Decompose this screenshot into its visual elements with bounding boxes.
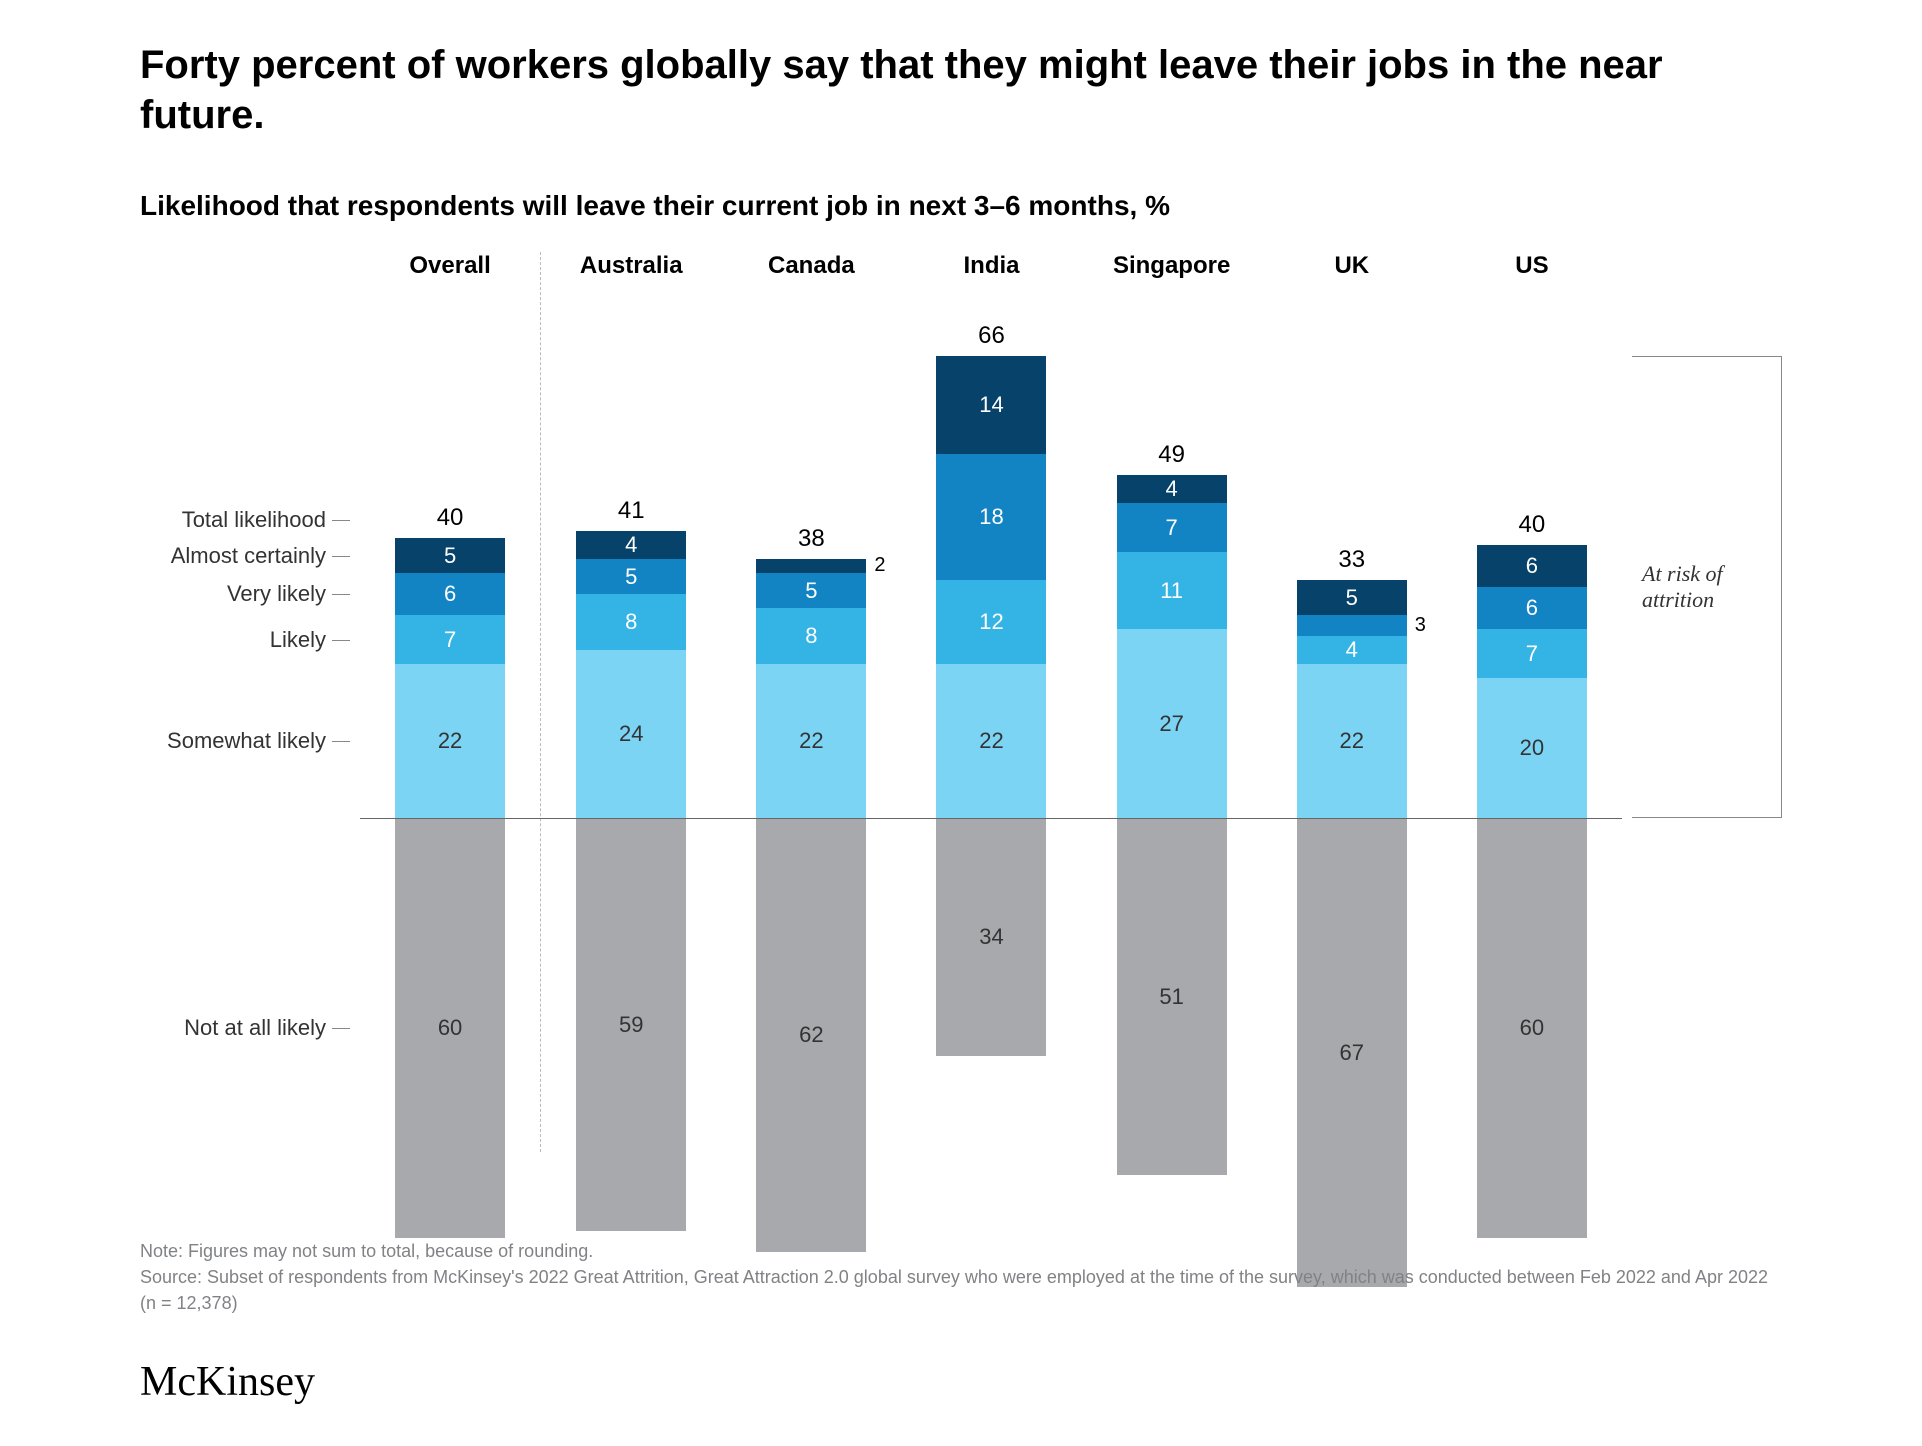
segment-not_at_all: 62 (756, 818, 866, 1252)
segment-somewhat_likely: 22 (756, 664, 866, 818)
segment-somewhat_likely: 20 (1477, 678, 1587, 818)
segment-almost_certainly (756, 559, 866, 573)
chart-title: Forty percent of workers globally say th… (140, 40, 1782, 140)
segment-very_likely: 6 (1477, 587, 1587, 629)
segment-not_at_all: 60 (1477, 818, 1587, 1238)
segment-somewhat_likely: 24 (576, 650, 686, 818)
column-header: UK (1334, 252, 1369, 296)
segment-very_likely: 7 (1117, 503, 1227, 552)
total-label: 40 (1477, 511, 1587, 539)
bar: 248544159 (576, 296, 686, 1152)
category-axis: Total likelihood Almost certainly Very l… (140, 296, 350, 1152)
segment-almost_certainly: 6 (1477, 545, 1587, 587)
segment-almost_certainly: 4 (1117, 475, 1227, 503)
column-canada: Canada228523862 (721, 252, 901, 1152)
segment-very_likely: 6 (395, 573, 505, 615)
bar: 224353367 (1297, 296, 1407, 1152)
bar: 207664060 (1477, 296, 1587, 1152)
total-label: 49 (1117, 441, 1227, 469)
segment-somewhat_likely: 22 (395, 664, 505, 818)
column-header: US (1515, 252, 1548, 296)
attrition-label: At risk of attrition (1642, 561, 1772, 613)
bar: 227654060 (395, 296, 505, 1152)
segment-very_likely: 5 (756, 573, 866, 608)
segment-value-side: 2 (874, 554, 885, 577)
legend-somewhat-likely: Somewhat likely (167, 728, 326, 754)
segment-not_at_all: 34 (936, 818, 1046, 1056)
mckinsey-logo: McKinsey (140, 1358, 315, 1406)
column-australia: Australia248544159 (541, 252, 721, 1152)
segment-likely: 12 (936, 580, 1046, 664)
total-label: 66 (936, 322, 1046, 350)
column-overall: Overall227654060 (360, 252, 541, 1152)
column-uk: UK224353367 (1262, 252, 1442, 1152)
total-label: 38 (756, 525, 866, 553)
note-text: Note: Figures may not sum to total, beca… (140, 1238, 1782, 1264)
column-india: India 22121814 66 34 (901, 252, 1081, 1152)
segment-very_likely: 5 (576, 559, 686, 594)
legend-likely: Likely (270, 627, 326, 653)
segment-somewhat_likely: 27 (1117, 629, 1227, 818)
column-header: Overall (409, 252, 490, 296)
column-header: Singapore (1113, 252, 1230, 296)
segment-likely: 4 (1297, 636, 1407, 664)
legend-not-at-all: Not at all likely (184, 1015, 326, 1041)
segment-very_likely: 18 (936, 454, 1046, 580)
segment-very_likely (1297, 615, 1407, 636)
segment-likely: 8 (576, 594, 686, 650)
segment-likely: 7 (395, 615, 505, 664)
segment-value-side: 3 (1415, 614, 1426, 637)
segment-not_at_all: 67 (1297, 818, 1407, 1287)
legend-very-likely: Very likely (227, 581, 326, 607)
column-header: Australia (580, 252, 683, 296)
segment-not_at_all: 51 (1117, 818, 1227, 1175)
bar: 22121814 66 34 (936, 296, 1046, 1152)
segment-likely: 7 (1477, 629, 1587, 678)
total-label: 33 (1297, 546, 1407, 574)
segment-almost_certainly: 5 (1297, 580, 1407, 615)
chart-subtitle: Likelihood that respondents will leave t… (140, 190, 1782, 222)
segment-not_at_all: 60 (395, 818, 505, 1238)
legend-total: Total likelihood (182, 507, 326, 533)
legend-almost-certainly: Almost certainly (171, 543, 326, 569)
bar: 2711744951 (1117, 296, 1227, 1152)
segment-likely: 8 (756, 608, 866, 664)
total-label: 40 (395, 504, 505, 532)
column-header: India (963, 252, 1019, 296)
segment-almost_certainly: 14 (936, 356, 1046, 454)
column-header: Canada (768, 252, 855, 296)
segment-almost_certainly: 5 (395, 538, 505, 573)
chart-plot-area: Overall227654060Australia248544159Canada… (360, 252, 1622, 1152)
bar: 228523862 (756, 296, 866, 1152)
segment-somewhat_likely: 22 (936, 664, 1046, 818)
column-us: US207664060 (1442, 252, 1622, 1152)
column-singapore: Singapore2711744951 (1082, 252, 1262, 1152)
total-label: 41 (576, 497, 686, 525)
footnotes: Note: Figures may not sum to total, beca… (140, 1238, 1782, 1316)
baseline-rule (360, 818, 1622, 819)
segment-not_at_all: 59 (576, 818, 686, 1231)
segment-somewhat_likely: 22 (1297, 664, 1407, 818)
segment-almost_certainly: 4 (576, 531, 686, 559)
chart: Total likelihood Almost certainly Very l… (140, 252, 1782, 1152)
segment-likely: 11 (1117, 552, 1227, 629)
source-text: Source: Subset of respondents from McKin… (140, 1264, 1782, 1316)
